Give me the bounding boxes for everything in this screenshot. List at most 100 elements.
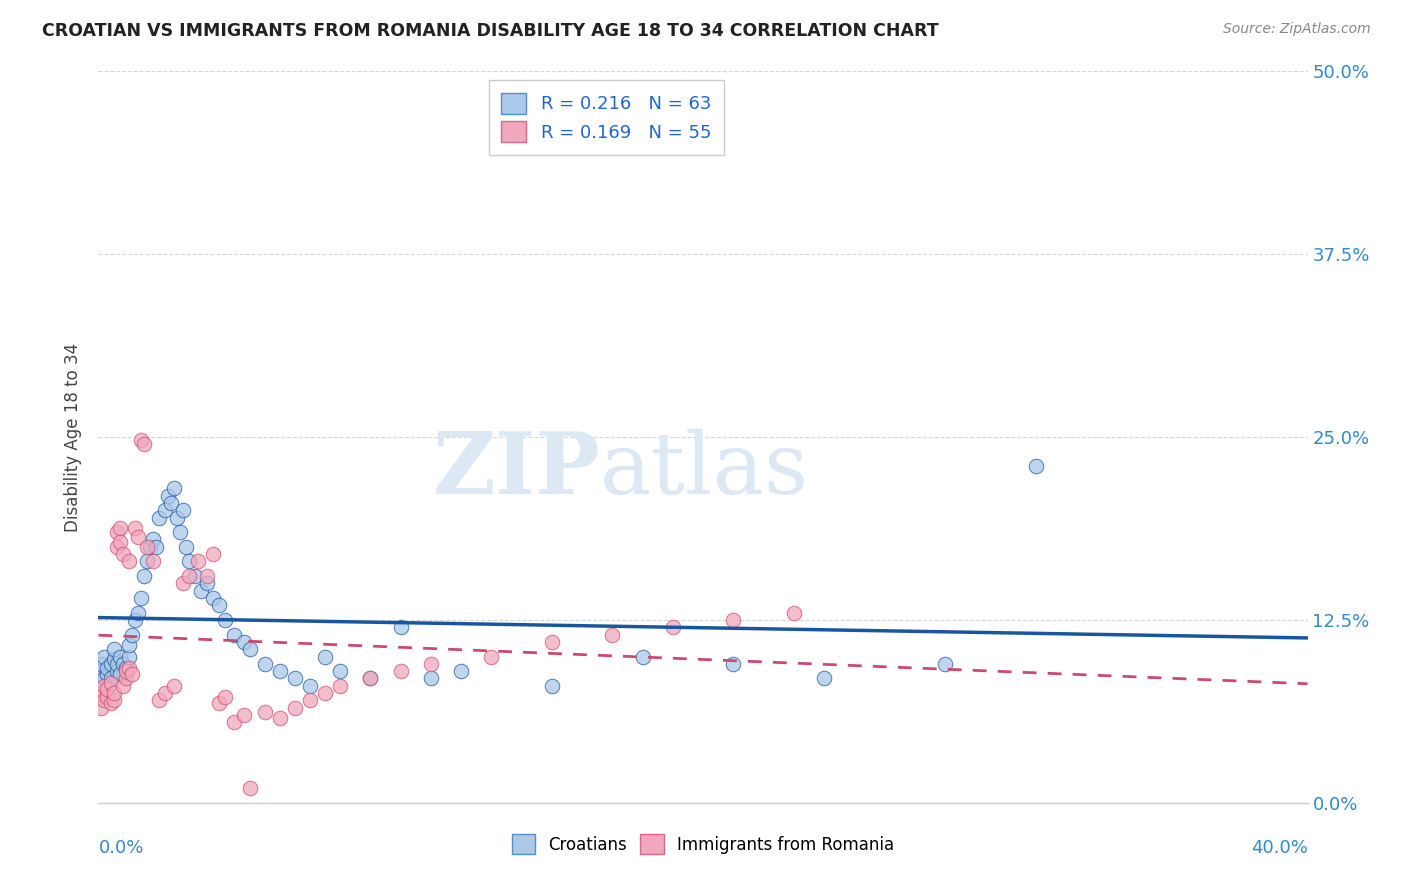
- Point: [389, 664, 412, 678]
- Point: [118, 638, 141, 652]
- Text: CROATIAN VS IMMIGRANTS FROM ROMANIA DISABILITY AGE 18 TO 34 CORRELATION CHART: CROATIAN VS IMMIGRANTS FROM ROMANIA DISA…: [42, 22, 939, 40]
- Point: [153, 686, 176, 700]
- Point: [124, 613, 146, 627]
- Point: [662, 620, 685, 634]
- Point: [232, 635, 254, 649]
- Point: [202, 591, 225, 605]
- Text: atlas: atlas: [600, 428, 810, 512]
- Point: [224, 627, 246, 641]
- Point: [540, 635, 562, 649]
- Point: [389, 620, 412, 634]
- Point: [360, 672, 382, 686]
- Point: [174, 540, 197, 554]
- Point: [135, 540, 157, 554]
- Point: [208, 599, 231, 613]
- Point: [111, 679, 134, 693]
- Point: [329, 664, 352, 678]
- Point: [103, 693, 125, 707]
- Point: [450, 664, 472, 678]
- Point: [314, 649, 336, 664]
- Y-axis label: Disability Age 18 to 34: Disability Age 18 to 34: [65, 343, 83, 532]
- Point: [723, 613, 745, 627]
- Point: [195, 569, 218, 583]
- Point: [142, 533, 165, 547]
- Point: [108, 535, 131, 549]
- Point: [602, 627, 624, 641]
- Point: [179, 554, 201, 568]
- Point: [105, 657, 128, 671]
- Point: [214, 613, 236, 627]
- Point: [90, 700, 112, 714]
- Point: [169, 525, 191, 540]
- Point: [179, 569, 201, 583]
- Point: [184, 569, 207, 583]
- Point: [148, 693, 170, 707]
- Point: [127, 606, 149, 620]
- Point: [105, 540, 128, 554]
- Point: [96, 661, 118, 675]
- Text: 40.0%: 40.0%: [1251, 839, 1308, 857]
- Point: [269, 711, 291, 725]
- Point: [160, 496, 183, 510]
- Point: [90, 657, 112, 671]
- Point: [139, 540, 162, 554]
- Point: [239, 781, 262, 796]
- Point: [114, 661, 136, 675]
- Point: [232, 708, 254, 723]
- Point: [314, 686, 336, 700]
- Point: [190, 583, 212, 598]
- Point: [156, 489, 179, 503]
- Point: [132, 437, 155, 451]
- Point: [166, 510, 188, 524]
- Point: [121, 627, 143, 641]
- Point: [103, 642, 125, 657]
- Point: [103, 652, 125, 666]
- Point: [208, 696, 231, 710]
- Point: [187, 554, 209, 568]
- Point: [420, 657, 443, 671]
- Point: [239, 642, 262, 657]
- Point: [163, 679, 186, 693]
- Point: [96, 681, 118, 696]
- Point: [253, 657, 276, 671]
- Point: [299, 679, 322, 693]
- Point: [1024, 459, 1046, 474]
- Point: [631, 649, 654, 664]
- Point: [90, 664, 112, 678]
- Point: [783, 606, 806, 620]
- Point: [142, 554, 165, 568]
- Point: [93, 693, 115, 707]
- Point: [93, 672, 115, 686]
- Point: [118, 554, 141, 568]
- Point: [284, 700, 307, 714]
- Point: [132, 569, 155, 583]
- Point: [93, 649, 115, 664]
- Point: [129, 591, 152, 605]
- Point: [114, 672, 136, 686]
- Point: [420, 672, 443, 686]
- Point: [224, 715, 246, 730]
- Point: [163, 481, 186, 495]
- Point: [360, 672, 382, 686]
- Point: [96, 679, 118, 693]
- Point: [90, 686, 112, 700]
- Point: [100, 672, 122, 686]
- Point: [103, 686, 125, 700]
- Legend: Croatians, Immigrants from Romania: Croatians, Immigrants from Romania: [505, 828, 901, 860]
- Point: [105, 525, 128, 540]
- Point: [214, 690, 236, 705]
- Point: [135, 554, 157, 568]
- Point: [96, 667, 118, 681]
- Point: [934, 657, 956, 671]
- Point: [129, 433, 152, 447]
- Text: ZIP: ZIP: [433, 428, 600, 512]
- Text: Source: ZipAtlas.com: Source: ZipAtlas.com: [1223, 22, 1371, 37]
- Point: [100, 657, 122, 671]
- Point: [540, 679, 562, 693]
- Point: [111, 657, 134, 671]
- Point: [114, 664, 136, 678]
- Point: [299, 693, 322, 707]
- Point: [118, 649, 141, 664]
- Point: [121, 667, 143, 681]
- Point: [172, 576, 194, 591]
